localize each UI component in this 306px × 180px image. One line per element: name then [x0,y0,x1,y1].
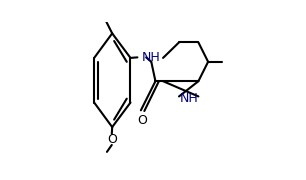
Text: O: O [107,133,117,146]
Text: NH: NH [179,92,198,105]
Text: O: O [137,114,147,127]
Text: NH: NH [142,51,160,64]
